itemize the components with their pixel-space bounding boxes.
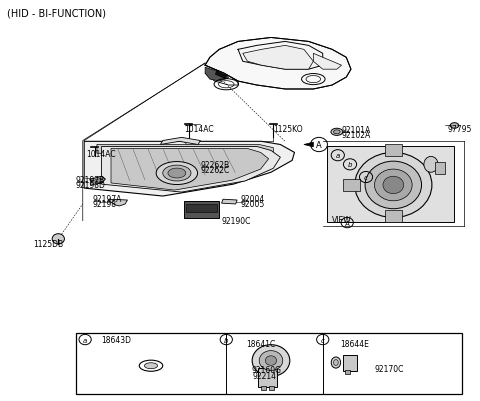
- Text: 92101A: 92101A: [342, 126, 371, 135]
- Text: A: A: [316, 141, 322, 150]
- Text: 97795: 97795: [447, 125, 472, 134]
- Bar: [269, 386, 274, 389]
- Text: 1014AC: 1014AC: [184, 125, 214, 134]
- Text: 92102A: 92102A: [342, 131, 371, 140]
- Text: 1014AC: 1014AC: [86, 149, 116, 158]
- Polygon shape: [108, 200, 128, 207]
- Bar: [385, 211, 402, 222]
- Ellipse shape: [156, 162, 198, 185]
- Polygon shape: [216, 72, 226, 79]
- Text: 92197B: 92197B: [76, 176, 105, 184]
- Polygon shape: [205, 68, 228, 82]
- Bar: [76, 333, 462, 394]
- Circle shape: [374, 170, 412, 201]
- Text: 92262C: 92262C: [201, 165, 229, 174]
- Text: VIEW: VIEW: [332, 215, 352, 224]
- Polygon shape: [102, 147, 280, 192]
- Ellipse shape: [450, 124, 459, 129]
- Text: b: b: [348, 162, 352, 168]
- Circle shape: [265, 356, 276, 365]
- Polygon shape: [90, 178, 103, 186]
- Bar: [186, 205, 217, 213]
- Bar: [327, 147, 455, 222]
- Polygon shape: [90, 177, 105, 185]
- Ellipse shape: [331, 357, 341, 368]
- Text: c: c: [321, 337, 324, 343]
- Text: 92160G: 92160G: [251, 365, 281, 374]
- Circle shape: [355, 153, 432, 218]
- Text: 92262B: 92262B: [201, 160, 229, 169]
- Text: 92170C: 92170C: [374, 364, 404, 373]
- Text: A: A: [345, 220, 349, 226]
- Text: 18643D: 18643D: [102, 335, 132, 344]
- Text: a: a: [336, 153, 340, 159]
- Text: 92197A: 92197A: [92, 194, 121, 203]
- Bar: [258, 368, 276, 387]
- Text: 92004: 92004: [240, 194, 264, 203]
- Text: a: a: [83, 337, 87, 343]
- Bar: [344, 180, 360, 191]
- Text: 18644E: 18644E: [341, 339, 370, 348]
- Polygon shape: [205, 38, 351, 90]
- Polygon shape: [97, 145, 273, 156]
- Text: 92198: 92198: [92, 199, 116, 208]
- Polygon shape: [238, 43, 323, 70]
- Polygon shape: [243, 46, 313, 70]
- Text: 92214: 92214: [252, 371, 276, 380]
- Ellipse shape: [424, 157, 438, 173]
- Polygon shape: [111, 149, 269, 190]
- Bar: [261, 386, 266, 389]
- Text: 1125KO: 1125KO: [273, 125, 303, 134]
- Polygon shape: [160, 138, 201, 145]
- Text: 18641C: 18641C: [247, 339, 276, 348]
- Circle shape: [52, 234, 64, 244]
- Polygon shape: [222, 200, 237, 205]
- Ellipse shape: [331, 129, 343, 136]
- Text: 92005: 92005: [240, 199, 264, 208]
- Bar: [385, 145, 402, 157]
- Polygon shape: [304, 143, 313, 148]
- Text: 92198D: 92198D: [76, 180, 106, 189]
- Bar: [343, 355, 357, 371]
- Text: c: c: [364, 174, 368, 180]
- Ellipse shape: [334, 360, 338, 366]
- Ellipse shape: [334, 130, 340, 134]
- Bar: [184, 202, 219, 218]
- Bar: [345, 370, 350, 374]
- Circle shape: [365, 162, 421, 209]
- Text: b: b: [224, 337, 228, 343]
- Polygon shape: [84, 142, 295, 196]
- Circle shape: [383, 177, 404, 194]
- Text: 1125DB: 1125DB: [34, 239, 63, 249]
- Circle shape: [252, 345, 290, 377]
- Bar: [435, 163, 445, 175]
- Polygon shape: [313, 54, 342, 70]
- Ellipse shape: [144, 363, 157, 369]
- Text: (HID - BI-FUNCTION): (HID - BI-FUNCTION): [8, 9, 107, 19]
- Circle shape: [259, 351, 283, 371]
- Ellipse shape: [168, 169, 186, 178]
- Text: 92190C: 92190C: [222, 217, 251, 225]
- Ellipse shape: [163, 166, 191, 182]
